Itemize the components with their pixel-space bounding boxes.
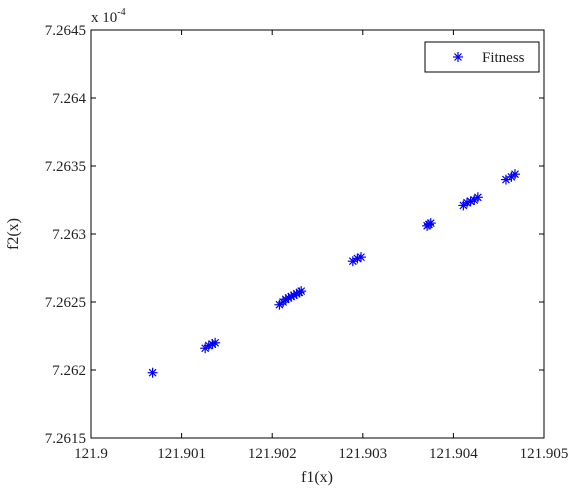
x-tick-label: 121.901: [157, 446, 206, 462]
legend-marker-icon: [453, 52, 463, 62]
plot-area: [90, 29, 545, 439]
x-tick-label: 121.9: [74, 446, 108, 462]
y-axis-tick-labels: 7.2615 7.262 7.2625 7.263 7.2635 7.264 7.2645: [45, 23, 87, 447]
y-tick-label: 7.263: [52, 227, 86, 243]
axis-ticks: [90, 29, 545, 439]
x-tick-label: 121.902: [248, 446, 297, 462]
x-axis-tick-labels: 121.9 121.901 121.902 121.903 121.904 121.905: [74, 446, 568, 462]
x-tick-label: 121.903: [338, 446, 387, 462]
data-point: [465, 196, 476, 207]
data-point: [296, 286, 307, 297]
data-point: [425, 218, 436, 229]
data-point: [510, 169, 521, 180]
x-tick-label: 121.905: [520, 446, 569, 462]
data-point: [472, 192, 483, 203]
y-tick-label: 7.264: [52, 91, 86, 107]
y-tick-label: 7.2625: [45, 295, 86, 311]
x-axis-title: f1(x): [301, 469, 333, 486]
y-tick-label: 7.2635: [45, 159, 86, 175]
legend-entry-label: Fitness: [482, 50, 525, 66]
legend-box: [424, 41, 540, 73]
legend: Fitness: [424, 41, 540, 73]
y-tick-label: 7.2645: [45, 23, 86, 39]
y-axis-multiplier: x 10-4: [91, 7, 126, 26]
y-tick-label: 7.2615: [45, 431, 86, 447]
y-axis-multiplier-exponent: -4: [117, 7, 125, 18]
legend-star-marker: [453, 52, 463, 62]
data-points: [147, 169, 521, 378]
y-tick-label: 7.262: [52, 363, 86, 379]
data-point: [355, 252, 366, 263]
x-tick-label: 121.904: [429, 446, 478, 462]
y-axis-title: f2(x): [5, 218, 22, 250]
data-point: [210, 337, 221, 348]
data-point: [147, 367, 158, 378]
